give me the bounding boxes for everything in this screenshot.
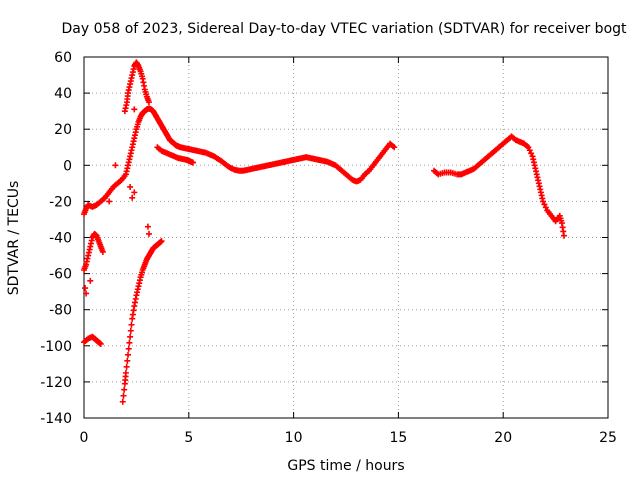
data-point	[560, 232, 567, 239]
data-point	[391, 144, 398, 151]
data-point	[106, 198, 113, 205]
data-point	[541, 201, 548, 208]
data-points	[81, 59, 567, 405]
data-point	[127, 183, 134, 190]
plot-frame	[83, 56, 609, 419]
y-tick-label: -100	[40, 339, 72, 355]
data-point	[126, 339, 133, 346]
data-point	[127, 327, 134, 334]
data-point	[120, 392, 127, 399]
y-tick-label: -60	[49, 267, 72, 283]
y-tick-label: -140	[40, 411, 72, 427]
data-point	[125, 351, 132, 358]
data-point	[542, 204, 549, 211]
data-point	[112, 162, 119, 169]
x-tick-label: 15	[389, 430, 407, 446]
chart-title: Day 058 of 2023, Sidereal Day-to-day VTE…	[61, 21, 627, 37]
y-axis-label: SDTVAR / TECUs	[6, 181, 22, 296]
data-point	[125, 345, 132, 352]
data-point	[124, 357, 131, 364]
data-point	[121, 386, 128, 393]
data-point	[144, 223, 151, 230]
x-axis-label: GPS time / hours	[287, 458, 404, 474]
data-point	[122, 369, 129, 376]
data-point	[127, 333, 134, 340]
data-point	[99, 248, 106, 255]
x-tick-label: 0	[80, 430, 89, 446]
grid	[84, 57, 608, 418]
data-point	[82, 285, 89, 292]
data-point	[129, 194, 136, 201]
data-point	[119, 398, 126, 405]
data-point	[189, 159, 196, 166]
x-tick-labels: 0 5 10 15 20 25	[80, 430, 617, 446]
axis-ticks	[83, 56, 609, 419]
y-tick-label: -40	[49, 231, 72, 247]
data-point	[131, 189, 138, 196]
data-point	[525, 144, 532, 151]
y-tick-label: -120	[40, 375, 72, 391]
y-tick-label: 40	[54, 86, 72, 102]
x-tick-label: 5	[184, 430, 193, 446]
x-tick-label: 10	[285, 430, 303, 446]
y-tick-label: 20	[54, 122, 72, 138]
data-point	[145, 230, 152, 237]
y-tick-label: 60	[54, 50, 72, 66]
data-point	[123, 363, 130, 370]
data-point	[526, 147, 533, 154]
data-point	[540, 198, 547, 205]
data-point	[128, 321, 135, 328]
data-point	[83, 290, 90, 297]
data-point	[528, 150, 535, 157]
data-point	[97, 340, 104, 347]
data-point	[87, 277, 94, 284]
x-tick-label: 20	[494, 430, 512, 446]
y-tick-label: -80	[49, 303, 72, 319]
x-tick-label: 25	[599, 430, 617, 446]
data-point	[145, 99, 152, 106]
data-point	[158, 238, 165, 245]
y-tick-label: -20	[49, 194, 72, 210]
y-tick-labels: -140 -120 -100 -80 -60 -40 -20 0 20 40 60	[40, 50, 72, 427]
data-point	[131, 106, 138, 113]
y-tick-label: 0	[63, 158, 72, 174]
